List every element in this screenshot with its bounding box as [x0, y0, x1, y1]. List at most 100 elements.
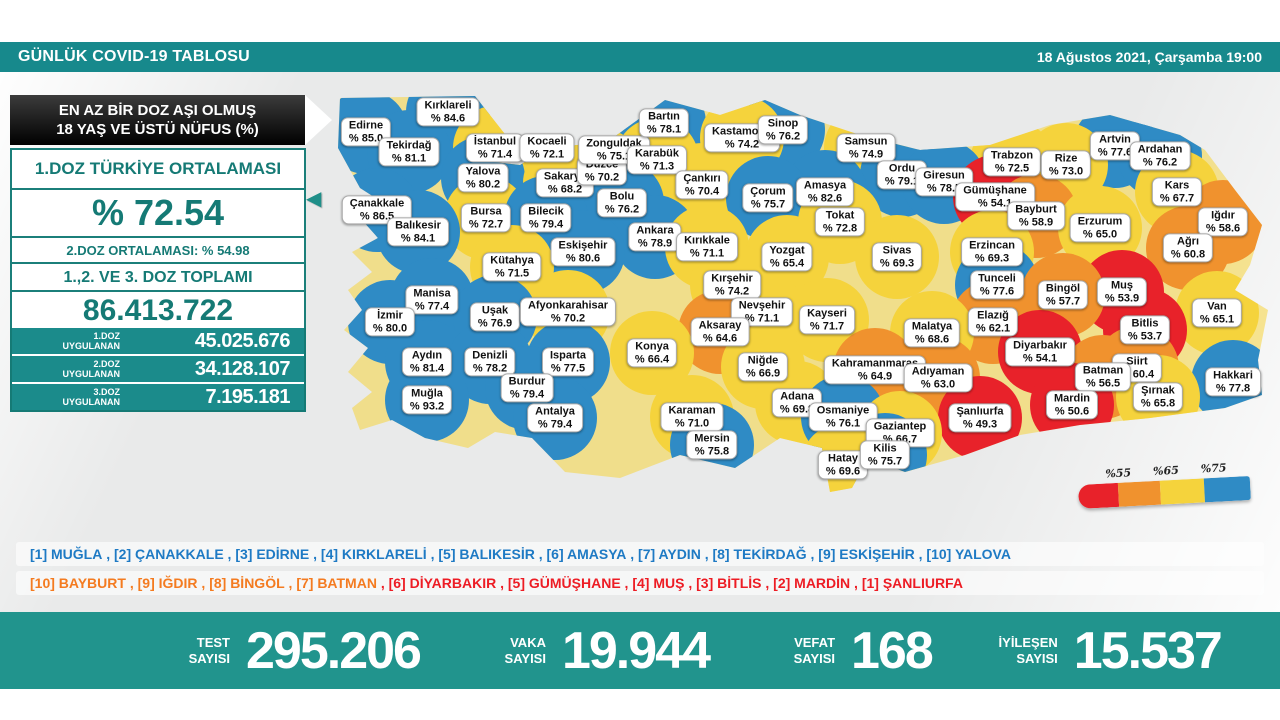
province-label: Bartın% 78.1: [638, 108, 690, 138]
rank-separator: ,: [534, 546, 547, 562]
stat-group: VAKA SAYISI 19.944: [466, 621, 711, 681]
rank-separator: ,: [684, 575, 697, 591]
ranked-province: [6] DİYARBAKIR: [388, 575, 497, 591]
stat-label: VEFAT SAYISI: [793, 634, 836, 666]
legend-threshold: %65: [1152, 463, 1180, 479]
province-label: Uşak% 76.9: [469, 302, 521, 332]
province-label: Kırşehir% 74.2: [703, 270, 761, 300]
province-label: Iğdır% 58.6: [1197, 207, 1249, 237]
ranked-province: [7] AYDIN: [638, 546, 701, 562]
province-label: Muğla% 93.2: [401, 385, 453, 415]
rank-separator: ,: [125, 575, 138, 591]
rank-separator: ,: [850, 575, 862, 591]
province-labels-layer: Edirne% 85.0 Kırklareli% 84.6 Tekirdağ% 81…: [300, 80, 1280, 540]
content-background: EN AZ BİR DOZ AŞI OLMUŞ 18 YAŞ VE ÜSTÜ N…: [0, 72, 1280, 612]
dose-row-value: 7.195.181: [205, 385, 291, 408]
total-doses-value: 86.413.722: [10, 290, 306, 330]
ranked-province: [5] GÜMÜŞHANE: [507, 575, 621, 591]
top-provinces-list: [1] MUĞLA , [2] ÇANAKKALE , [3] EDİRNE ,…: [16, 542, 1264, 566]
rank-separator: ,: [496, 575, 508, 591]
stat-group: İYİLEŞEN SAYISI 15.537: [978, 621, 1223, 681]
province-label: Kars% 67.7: [1151, 177, 1203, 207]
rank-separator: ,: [700, 546, 713, 562]
province-label: Bayburt% 58.9: [1007, 201, 1065, 231]
dose-row-label: 3.DOZ UYGULANAN: [62, 386, 121, 407]
province-label: Bursa% 72.7: [460, 203, 512, 233]
province-label: Osmaniye% 76.1: [808, 402, 878, 432]
province-label: Şırnak% 65.8: [1132, 382, 1184, 412]
dose-row-value: 45.025.676: [194, 329, 291, 352]
province-label: Çorum% 75.7: [742, 183, 794, 213]
banner-line2: 18 YAŞ VE ÜSTÜ NÜFUS (%): [56, 121, 259, 138]
stat-label: TEST SAYISI: [188, 634, 230, 666]
province-label: Eskişehir% 80.6: [550, 237, 616, 267]
legend-segment-yellow: [1159, 478, 1206, 505]
dose2-average: 2.DOZ ORTALAMASI: % 54.98: [10, 236, 306, 264]
province-label: Yozgat% 65.4: [761, 242, 813, 272]
province-label: Karabük% 71.3: [626, 145, 688, 175]
province-label: Antalya% 79.4: [527, 403, 583, 433]
province-label: Giresun% 78.5: [915, 167, 973, 197]
ranked-province: [7] BATMAN: [296, 575, 377, 591]
rank-separator: ,: [197, 575, 210, 591]
dose-row-label: 1.DOZ UYGULANAN: [62, 330, 121, 351]
province-label: Samsun% 74.9: [836, 133, 896, 163]
ranked-province: [5] BALIKESİR: [438, 546, 535, 562]
province-label: Kayseri% 71.7: [799, 305, 855, 335]
map-pointer-icon: ◀: [306, 188, 322, 210]
province-label: Ağrı% 60.8: [1162, 233, 1214, 263]
ranked-province: [6] AMASYA: [546, 546, 627, 562]
province-label: Şanlıurfa% 49.3: [948, 403, 1012, 433]
province-label: Bitlis% 53.7: [1119, 315, 1171, 345]
ranked-province: [1] ŞANLIURFA: [861, 575, 963, 591]
province-label: Burdur% 79.4: [500, 373, 554, 403]
province-label: Tunceli% 77.6: [970, 270, 1024, 300]
total-doses-label: 1.,2. VE 3. DOZ TOPLAMI: [10, 262, 306, 292]
province-label: Karaman% 71.0: [660, 402, 724, 432]
province-label: Kırıkkale% 71.1: [676, 232, 738, 262]
province-label: Trabzon% 72.5: [982, 147, 1042, 177]
stat-value: 295.206: [246, 621, 422, 680]
stat-label: VAKA SAYISI: [504, 634, 546, 666]
province-label: İstanbul% 71.4: [465, 133, 525, 163]
dose-row-value: 34.128.107: [194, 357, 291, 380]
province-label: Rize% 73.0: [1040, 150, 1092, 180]
rank-separator: ,: [223, 546, 236, 562]
province-label: Balıkesir% 84.1: [387, 217, 449, 247]
province-label: Kilis% 75.7: [859, 440, 911, 470]
date-label: 18 Ağustos 2021, Çarşamba 19:00: [1036, 49, 1262, 65]
province-label: Hakkari% 77.8: [1205, 367, 1261, 397]
province-label: Adıyaman% 63.0: [903, 363, 973, 393]
province-label: Ardahan% 76.2: [1129, 141, 1191, 171]
ranked-province: [8] TEKİRDAĞ: [712, 546, 807, 562]
province-label: Batman% 56.5: [1074, 362, 1132, 392]
province-label: Çankırı% 70.4: [675, 170, 729, 200]
turkey-map: Edirne% 85.0 Kırklareli% 84.6 Tekirdağ% 81…: [300, 80, 1280, 540]
rank-separator: ,: [806, 546, 819, 562]
legend-threshold: %55: [1105, 466, 1132, 481]
ranked-province: [8] BİNGÖL: [209, 575, 285, 591]
ranked-province: [2] MARDİN: [773, 575, 851, 591]
dose-table-row: 2.DOZ UYGULANAN 34.128.107: [12, 356, 304, 384]
province-label: Bolu% 76.2: [596, 188, 648, 218]
province-label: Gümüşhane% 54.1: [955, 182, 1035, 212]
daily-stats-bar: TEST SAYISI 295.206 VAKA SAYISI 19.944 VEFAT SA…: [0, 612, 1280, 689]
province-label: Erzurum% 65.0: [1069, 213, 1131, 243]
stat-value: 19.944: [561, 621, 711, 680]
province-label: İzmir% 80.0: [364, 307, 416, 337]
province-label: Manisa% 77.4: [405, 285, 459, 315]
province-label: Tekirdağ% 81.1: [378, 137, 440, 167]
arrow-right-icon: [305, 95, 332, 145]
province-label: Kırklareli% 84.6: [416, 97, 480, 127]
province-label: Afyonkarahisar% 70.2: [519, 297, 617, 327]
province-label: Sivas% 69.3: [871, 242, 923, 272]
province-label: Yalova% 80.2: [457, 163, 509, 193]
province-label: Elazığ% 62.1: [967, 307, 1019, 337]
province-label: Mardin% 50.6: [1045, 390, 1099, 420]
province-label: Malatya% 68.6: [903, 318, 961, 348]
province-label: Kocaeli% 72.1: [519, 133, 575, 163]
panel-banner: EN AZ BİR DOZ AŞI OLMUŞ 18 YAŞ VE ÜSTÜ N…: [10, 95, 332, 145]
province-label: Bingöl% 57.7: [1037, 280, 1089, 310]
ranked-province: [9] IĞDIR: [137, 575, 198, 591]
province-label: Aksaray% 64.6: [690, 317, 750, 347]
